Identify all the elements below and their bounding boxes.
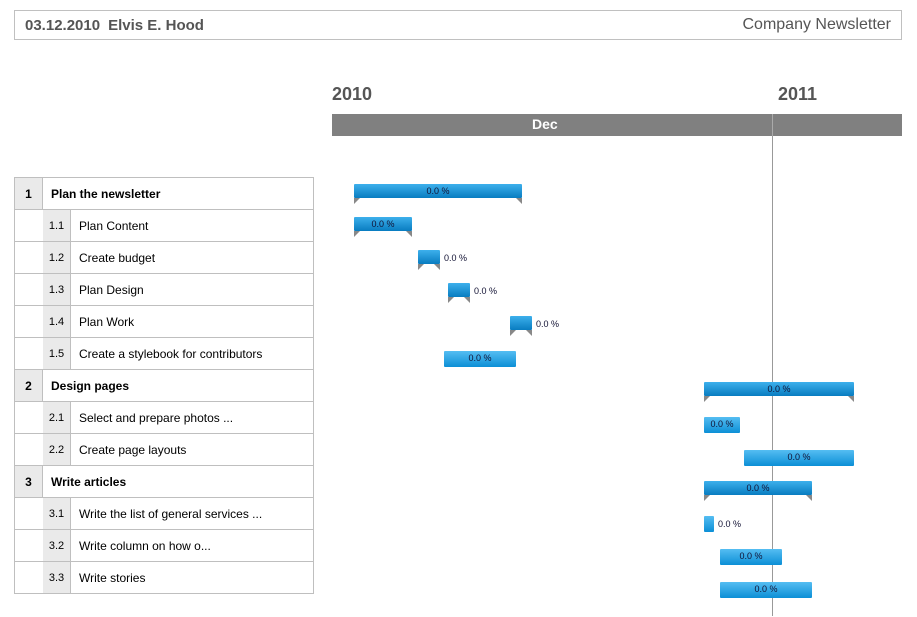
task-number-cell: 1.3 [43, 274, 71, 305]
month-label: Dec [532, 116, 558, 132]
gantt-summary-bar[interactable]: 0.0 % [448, 283, 470, 297]
document-header: 03.12.2010 Elvis E. Hood Company Newslet… [14, 10, 902, 40]
task-number-cell: 1.2 [43, 242, 71, 273]
gantt-bar-pct-label: 0.0 % [704, 483, 812, 493]
year-label-left: 2010 [332, 84, 372, 105]
task-number-cell: 3.1 [43, 498, 71, 529]
task-number-cell: 2.1 [43, 402, 71, 433]
gantt-row: 0.0 % [332, 244, 902, 277]
gantt-task-bar[interactable]: 0.0 % [720, 582, 812, 598]
gantt-chart: 0.0 %0.0 %0.0 %0.0 %0.0 %0.0 %0.0 %0.0 %… [332, 178, 902, 607]
gantt-bar-pct-label: 0.0 % [704, 419, 740, 429]
task-name-cell: Create budget [71, 242, 313, 273]
gantt-summary-bar[interactable]: 0.0 % [418, 250, 440, 264]
gantt-task-bar[interactable]: 0.0 % [704, 516, 714, 532]
gantt-bar-pct-label: 0.0 % [704, 384, 854, 394]
header-date: 03.12.2010 [25, 17, 100, 34]
year-label-right: 2011 [778, 84, 817, 105]
task-number-cell: 2.2 [43, 434, 71, 465]
task-name-cell: Design pages [43, 370, 313, 401]
gantt-summary-bar[interactable]: 0.0 % [354, 217, 412, 231]
task-number-cell: 3.3 [43, 562, 71, 593]
gantt-bar-pct-label: 0.0 % [354, 219, 412, 229]
gantt-task-bar[interactable]: 0.0 % [720, 549, 782, 565]
task-name-cell: Create page layouts [71, 434, 313, 465]
task-row: 1.1Plan Content [14, 209, 314, 242]
gantt-row: 0.0 % [332, 343, 902, 376]
gantt-row: 0.0 % [332, 310, 902, 343]
task-row: 2Design pages [14, 369, 314, 402]
gantt-summary-bar[interactable]: 0.0 % [704, 382, 854, 396]
gantt-row: 0.0 % [332, 475, 902, 508]
gantt-row: 0.0 % [332, 178, 902, 211]
task-name-cell: Write column on how o... [71, 530, 313, 561]
task-row: 1.3Plan Design [14, 273, 314, 306]
task-row: 2.2Create page layouts [14, 433, 314, 466]
task-row: 1.5Create a stylebook for contributors [14, 337, 314, 370]
task-row: 3Write articles [14, 465, 314, 498]
task-row: 1Plan the newsletter [14, 177, 314, 210]
gantt-bar-pct-label: 0.0 % [470, 286, 497, 296]
task-table: 1Plan the newsletter1.1Plan Content1.2Cr… [14, 178, 314, 594]
gantt-row: 0.0 % [332, 409, 902, 442]
gantt-row: 0.0 % [332, 376, 902, 409]
task-name-cell: Create a stylebook for contributors [71, 338, 313, 369]
gantt-row: 0.0 % [332, 574, 902, 607]
task-name-cell: Plan the newsletter [43, 178, 313, 209]
gantt-bar-pct-label: 0.0 % [720, 551, 782, 561]
task-number-cell: 2 [15, 370, 43, 401]
gantt-task-bar[interactable]: 0.0 % [744, 450, 854, 466]
task-name-cell: Write stories [71, 562, 313, 593]
month-divider [772, 114, 773, 136]
task-name-cell: Plan Design [71, 274, 313, 305]
task-number-cell: 1.5 [43, 338, 71, 369]
gantt-bar-pct-label: 0.0 % [720, 584, 812, 594]
task-row: 3.1Write the list of general services ..… [14, 497, 314, 530]
task-name-cell: Write the list of general services ... [71, 498, 313, 529]
task-row: 2.1Select and prepare photos ... [14, 401, 314, 434]
task-row: 3.3Write stories [14, 561, 314, 594]
task-number-cell: 1 [15, 178, 43, 209]
gantt-bar-pct-label: 0.0 % [744, 452, 854, 462]
header-author: Elvis E. Hood [108, 17, 204, 34]
gantt-bar-pct-label: 0.0 % [444, 353, 516, 363]
task-number-cell: 3.2 [43, 530, 71, 561]
gantt-bar-pct-label: 0.0 % [440, 253, 467, 263]
task-name-cell: Plan Work [71, 306, 313, 337]
task-row: 3.2Write column on how o... [14, 529, 314, 562]
task-number-cell: 1.1 [43, 210, 71, 241]
gantt-row: 0.0 % [332, 277, 902, 310]
gantt-row: 0.0 % [332, 541, 902, 574]
gantt-summary-bar[interactable]: 0.0 % [354, 184, 522, 198]
gantt-row: 0.0 % [332, 211, 902, 244]
header-title: Company Newsletter [743, 16, 892, 34]
task-row: 1.4Plan Work [14, 305, 314, 338]
gantt-bar-pct-label: 0.0 % [354, 186, 522, 196]
task-row: 1.2Create budget [14, 241, 314, 274]
task-name-cell: Write articles [43, 466, 313, 497]
month-header-strip: Dec [332, 114, 902, 136]
gantt-task-bar[interactable]: 0.0 % [704, 417, 740, 433]
gantt-summary-bar[interactable]: 0.0 % [704, 481, 812, 495]
task-name-cell: Select and prepare photos ... [71, 402, 313, 433]
gantt-summary-bar[interactable]: 0.0 % [510, 316, 532, 330]
gantt-bar-pct-label: 0.0 % [714, 519, 741, 529]
task-number-cell: 3 [15, 466, 43, 497]
task-name-cell: Plan Content [71, 210, 313, 241]
gantt-bar-pct-label: 0.0 % [532, 319, 559, 329]
gantt-task-bar[interactable]: 0.0 % [444, 351, 516, 367]
gantt-row: 0.0 % [332, 442, 902, 475]
task-number-cell: 1.4 [43, 306, 71, 337]
gantt-row: 0.0 % [332, 508, 902, 541]
